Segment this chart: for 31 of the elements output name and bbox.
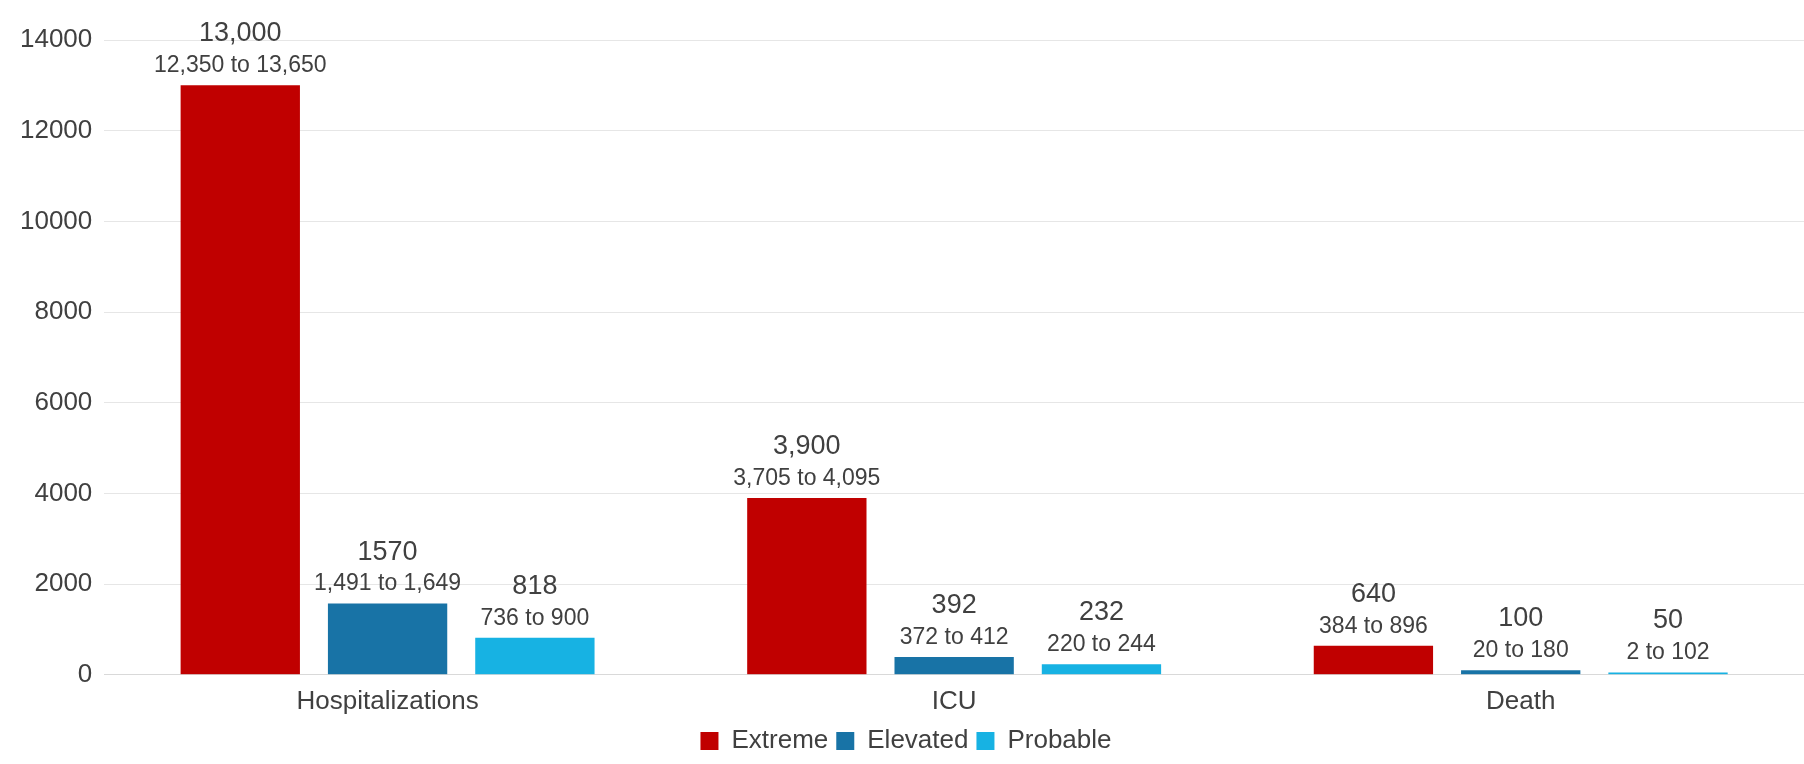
data-label: 13,000 12,350 to 13,650 [153, 17, 327, 78]
bar [327, 603, 448, 675]
bar [475, 637, 595, 675]
y-tick-label: 14000 [19, 23, 93, 54]
bar [747, 497, 867, 675]
y-tick-label: 10000 [19, 204, 93, 235]
bar [1041, 664, 1162, 675]
x-tick-label: Hospitalizations [296, 684, 479, 715]
x-tick-label: Death [1486, 684, 1556, 715]
bar [894, 657, 1014, 675]
y-tick-label: 8000 [34, 295, 93, 326]
data-label: 1570 1,491 to 1,649 [314, 535, 462, 596]
y-tick-label: 6000 [34, 385, 93, 416]
x-tick-label: ICU [931, 684, 977, 715]
y-tick-label: 4000 [34, 476, 93, 507]
data-label: 232 220 to 244 [1047, 596, 1157, 657]
data-label: 50 2 to 102 [1626, 604, 1710, 665]
data-label: 818 736 to 900 [480, 569, 590, 630]
legend-label: Extreme [731, 724, 829, 755]
y-tick-label: 2000 [34, 567, 93, 598]
bar [1461, 670, 1581, 675]
data-label: 3,900 3,705 to 4,095 [733, 429, 881, 490]
legend-label: Elevated [867, 724, 969, 755]
bar [1313, 645, 1434, 675]
data-label: 100 20 to 180 [1472, 602, 1569, 663]
y-tick-label: 0 [77, 657, 93, 688]
y-tick-label: 12000 [19, 113, 93, 144]
legend-label: Probable [1007, 724, 1112, 755]
data-label: 392 372 to 412 [899, 588, 1009, 649]
data-label: 640 384 to 896 [1319, 577, 1428, 638]
bar [180, 85, 300, 675]
